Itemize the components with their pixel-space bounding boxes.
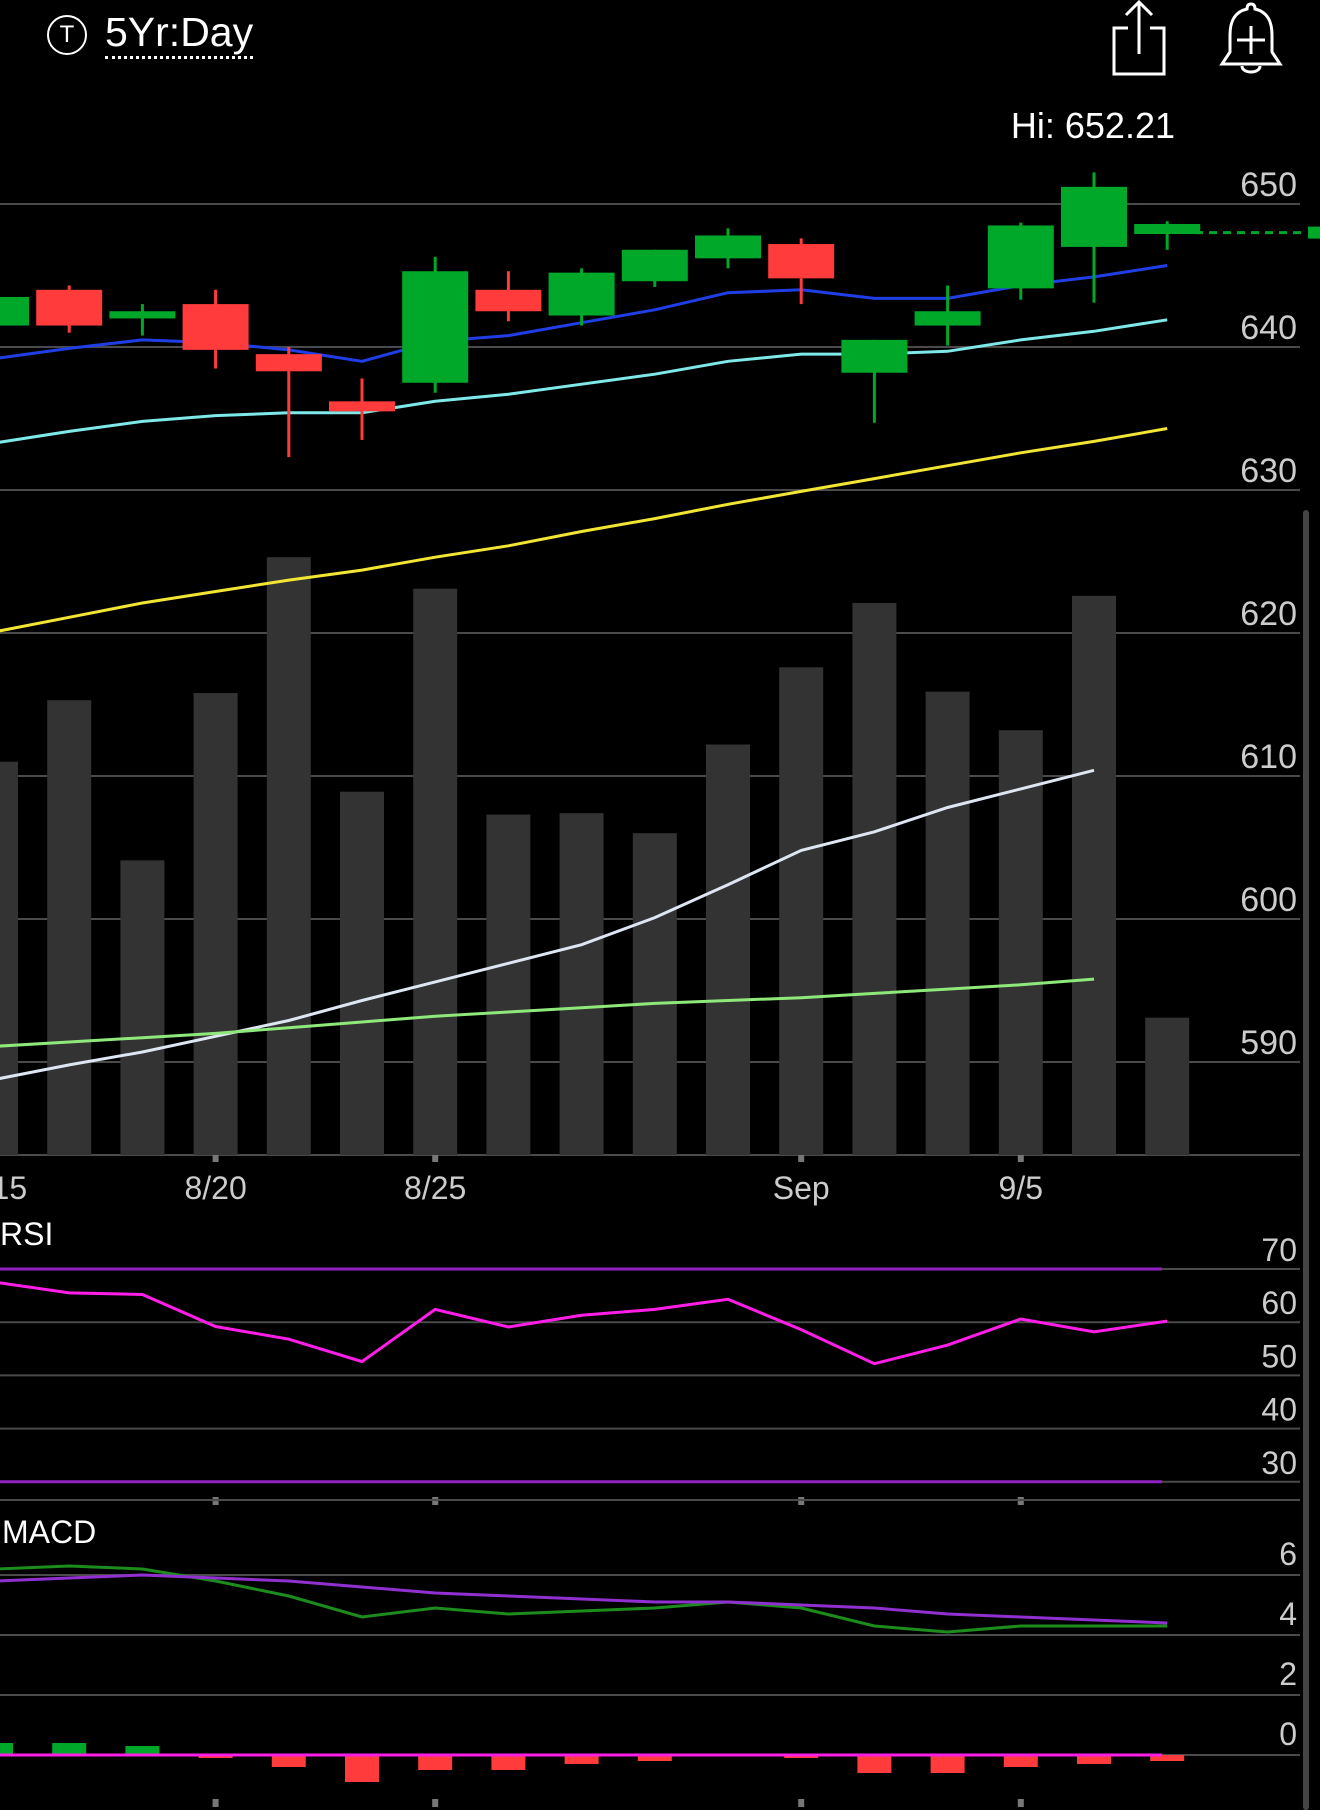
macd-histogram-bar xyxy=(345,1755,379,1782)
price-tick-label: 620 xyxy=(1240,595,1297,633)
top-bar: T 5Yr:Day xyxy=(0,0,1320,90)
share-icon[interactable] xyxy=(1110,0,1168,80)
moving-average-line-yellow xyxy=(0,427,1168,633)
macd-signal-line xyxy=(0,1573,1168,1625)
volume-bar xyxy=(779,667,824,1155)
macd-histogram-bar xyxy=(418,1755,453,1770)
rsi-tick-label: 30 xyxy=(1261,1445,1297,1481)
volume-bar xyxy=(266,557,311,1155)
date-axis: 8/15 8/20 8/25 Sep 9/5 xyxy=(0,1155,1043,1807)
price-tick-label: 650 xyxy=(1240,166,1297,204)
date-tick-label: 8/15 xyxy=(0,1170,27,1206)
candle-body xyxy=(841,339,908,373)
volume-bar xyxy=(120,860,165,1155)
scrollbar[interactable] xyxy=(1303,510,1309,1810)
volume-bar xyxy=(559,813,604,1155)
volume-bar xyxy=(193,693,238,1155)
rsi-tick-label: 60 xyxy=(1261,1285,1297,1321)
macd-tick-label: 4 xyxy=(1279,1596,1297,1632)
volume-average-line-green xyxy=(0,977,1095,1048)
candle-body xyxy=(1134,224,1201,235)
price-tick-label: 600 xyxy=(1240,881,1297,919)
volume-bar xyxy=(0,761,18,1155)
date-tick-label: Sep xyxy=(773,1170,830,1206)
date-tick-label: 8/25 xyxy=(404,1170,466,1206)
volume-bar xyxy=(632,833,677,1155)
macd-histogram-bar xyxy=(564,1755,599,1764)
rsi-tick-label: 50 xyxy=(1261,1338,1297,1374)
candle-body xyxy=(109,311,176,319)
candle-body xyxy=(1061,186,1127,247)
candle-body xyxy=(475,289,542,312)
volume-bar xyxy=(998,730,1043,1155)
candle-body xyxy=(36,289,103,326)
volume-bar xyxy=(340,791,384,1155)
candlesticks xyxy=(0,172,1201,458)
macd-histogram-bar xyxy=(857,1755,892,1773)
price-axis: 650 640 630 620 610 600 590 xyxy=(1240,166,1297,1062)
rsi-tick-label: 70 xyxy=(1261,1232,1297,1268)
volume-bars xyxy=(0,557,1190,1155)
candle-body xyxy=(255,354,322,372)
volume-bar xyxy=(413,588,458,1155)
volume-bar xyxy=(1072,595,1116,1155)
candle-body xyxy=(182,304,249,350)
candle-body xyxy=(621,249,688,282)
candle-body xyxy=(0,296,29,326)
candle-body xyxy=(987,225,1054,289)
date-tick-label: 9/5 xyxy=(999,1170,1043,1206)
candle-body xyxy=(768,244,835,279)
volume-average-line-white xyxy=(0,768,1095,1080)
volume-bar xyxy=(706,744,750,1155)
rsi-title: RSI xyxy=(0,1216,53,1252)
candle-body xyxy=(402,271,469,383)
candle-body xyxy=(695,235,761,259)
candle-body xyxy=(914,311,981,326)
date-tick-label: 8/20 xyxy=(184,1170,246,1206)
volume-bar xyxy=(852,602,897,1155)
moving-average-line-cyan xyxy=(0,318,1168,444)
bell-plus-icon[interactable] xyxy=(1218,0,1284,80)
macd-title: MACD xyxy=(2,1514,96,1550)
macd-tick-label: 2 xyxy=(1279,1656,1297,1692)
volume-bar xyxy=(486,814,531,1155)
price-tick-label: 630 xyxy=(1240,452,1297,490)
macd-histogram-bar xyxy=(271,1755,306,1767)
rsi-tick-label: 40 xyxy=(1261,1392,1297,1428)
macd-tick-label: 0 xyxy=(1279,1716,1297,1752)
macd-histogram-bar xyxy=(0,1743,13,1755)
macd-tick-label: 6 xyxy=(1279,1536,1297,1572)
timeframe-selector[interactable]: 5Yr:Day xyxy=(105,8,254,59)
macd-histogram-bar xyxy=(491,1755,526,1770)
volume-bar xyxy=(925,691,970,1155)
candle-body xyxy=(329,401,395,412)
volume-bar xyxy=(47,700,92,1155)
rsi-panel: 70 60 50 40 30 xyxy=(0,1232,1300,1501)
high-price-label: Hi: 652.21 xyxy=(1011,105,1175,146)
macd-histogram-bar xyxy=(1077,1755,1111,1764)
macd-histogram-bar xyxy=(1003,1755,1038,1767)
macd-histogram-bar xyxy=(930,1755,965,1773)
macd-histogram-bar xyxy=(52,1743,87,1755)
price-tick-label: 640 xyxy=(1240,309,1297,347)
candle-body xyxy=(548,272,615,316)
macd-histogram-bar xyxy=(1150,1755,1185,1761)
macd-histogram-bar xyxy=(637,1755,672,1761)
price-tick-label: 590 xyxy=(1240,1024,1297,1062)
macd-histogram-bar xyxy=(125,1746,160,1755)
rsi-line xyxy=(0,1281,1168,1366)
price-tick-label: 610 xyxy=(1240,738,1297,776)
volume-bar xyxy=(1145,1017,1190,1155)
last-price-marker xyxy=(1308,226,1320,239)
ticker-symbol-icon[interactable]: T xyxy=(47,15,87,55)
macd-panel: 6 4 2 0 xyxy=(0,1536,1300,1782)
